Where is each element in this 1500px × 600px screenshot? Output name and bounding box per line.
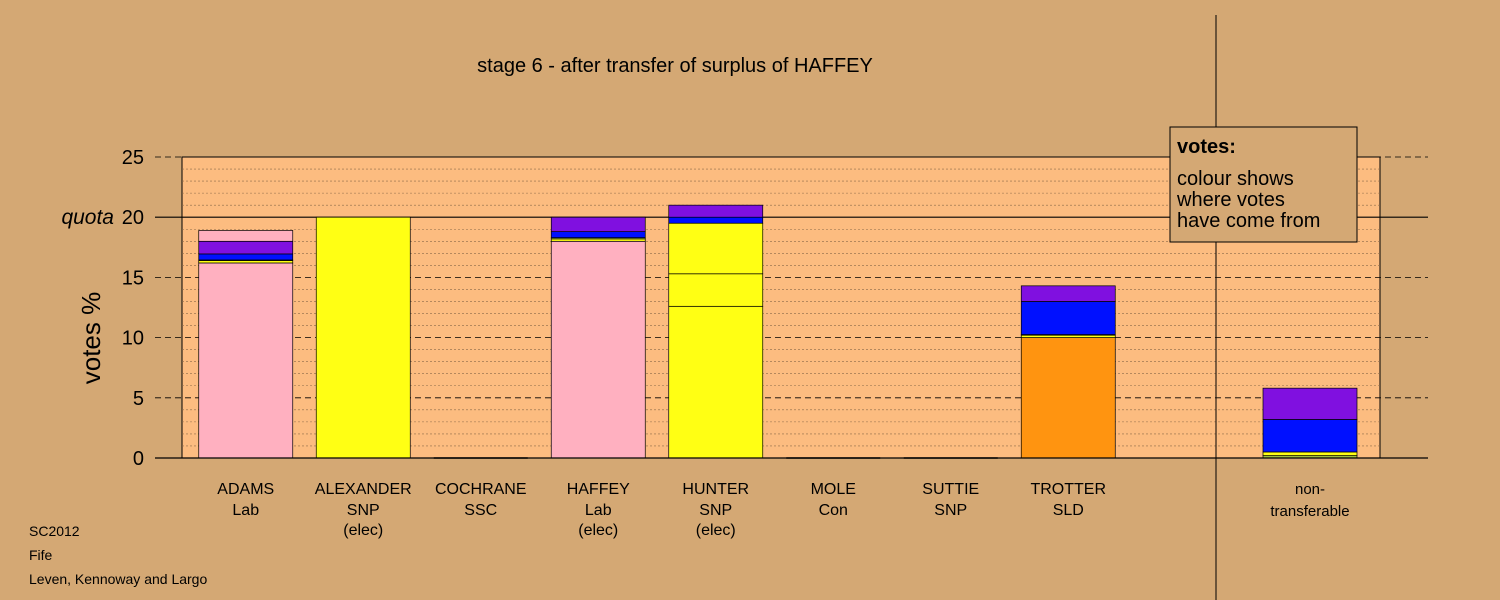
candidate-party: SLD (1053, 502, 1084, 519)
candidate-party: Lab (232, 502, 259, 519)
candidate-party: Lab (585, 502, 612, 519)
bar-haffey-segment (550, 240, 646, 459)
bar-nontransferable-segment (1262, 419, 1358, 453)
legend-line-3: have come from (1177, 210, 1320, 232)
bar-trotter-segment (1020, 337, 1116, 459)
y-tick-label: 25 (122, 147, 144, 169)
y-tick-label: 20 (122, 207, 144, 229)
candidate-name: ALEXANDER (315, 481, 412, 498)
bar-adams-segment (198, 262, 294, 459)
y-axis-label: votes % (76, 292, 106, 385)
bar-hunter-segment (668, 204, 764, 218)
y-tick-label: 15 (122, 267, 144, 289)
bar-trotter-segment (1020, 301, 1116, 335)
nontransferable-label-2: transferable (1270, 503, 1349, 520)
candidate-name: ADAMS (217, 481, 274, 498)
candidate-labels: ADAMS Lab ALEXANDER SNP (elec) COCHRANE SSC HAF… (217, 481, 1349, 539)
ward-label: Leven, Kennoway and Largo (29, 571, 207, 587)
legend-box (1169, 126, 1358, 243)
candidate-status: (elec) (578, 522, 618, 539)
bar-adams-segment (198, 230, 294, 242)
legend-line-2: where votes (1176, 189, 1285, 211)
candidate-party: SNP (347, 502, 380, 519)
bar-adams-segment (198, 260, 294, 264)
bar-hunter-segment (668, 273, 764, 307)
candidate-name: HAFFEY (567, 481, 630, 498)
y-tick-label: 10 (122, 328, 144, 350)
bar-haffey-segment (550, 238, 646, 242)
bar-adams-segment (198, 253, 294, 261)
bar-nontransferable-segment (1262, 387, 1358, 420)
quota-label: quota (61, 206, 114, 229)
bar-adams-segment (198, 240, 294, 255)
candidate-party: SNP (934, 502, 967, 519)
bar-hunter-segment (668, 216, 764, 224)
bar-hunter-segment (668, 222, 764, 275)
legend-title: votes: (1177, 136, 1236, 158)
candidate-party: SNP (699, 502, 732, 519)
bars (198, 204, 1358, 459)
council-label: Fife (29, 547, 53, 563)
bar-trotter-segment (1020, 334, 1116, 338)
bar-hunter-segment (668, 305, 764, 459)
legend-line-1: colour shows (1177, 168, 1294, 190)
legend: votes: colour shows where votes have com… (1169, 126, 1358, 243)
candidate-status: (elec) (696, 522, 736, 539)
bar-haffey-segment (550, 216, 646, 232)
candidate-status: (elec) (343, 522, 383, 539)
bar-alexander-segment (315, 216, 411, 459)
y-tick-label: 5 (133, 388, 144, 410)
candidate-party: SSC (464, 502, 497, 519)
candidate-name: HUNTER (682, 481, 749, 498)
nontransferable-label-1: non- (1295, 481, 1325, 498)
chart-title: stage 6 - after transfer of surplus of H… (477, 55, 873, 77)
candidate-name: MOLE (811, 481, 856, 498)
candidate-name: SUTTIE (922, 481, 979, 498)
bar-nontransferable-segment (1262, 451, 1358, 456)
y-tick-label: 0 (133, 448, 144, 470)
bar-trotter-segment (1020, 285, 1116, 302)
bar-haffey-segment (550, 231, 646, 239)
candidate-party: Con (819, 502, 848, 519)
candidate-name: COCHRANE (435, 481, 527, 498)
candidate-name: TROTTER (1030, 481, 1106, 498)
election-label: SC2012 (29, 523, 80, 539)
